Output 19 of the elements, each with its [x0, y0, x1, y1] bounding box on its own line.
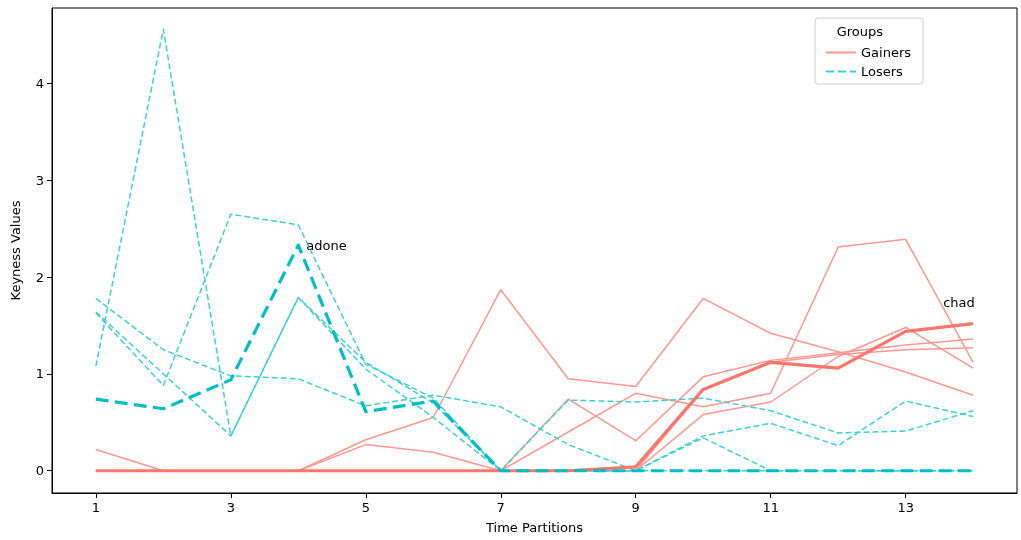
y-tick-label: 2: [35, 269, 44, 285]
y-tick-label: 0: [35, 463, 44, 479]
y-tick-label: 4: [35, 76, 44, 92]
legend-label: Gainers: [860, 45, 912, 60]
x-tick-label: 1: [91, 500, 100, 515]
legend-label: Losers: [860, 64, 904, 79]
y-axis-title: Keyness Values: [8, 200, 23, 301]
x-tick-label: 13: [897, 500, 914, 515]
annotation: chad: [943, 294, 975, 310]
y-tick-label: 3: [35, 172, 44, 188]
legend-title: Groups: [836, 24, 884, 39]
x-tick-label: 3: [226, 500, 235, 515]
x-axis-title: Time Partitions: [485, 520, 584, 535]
x-tick-label: 11: [762, 500, 779, 515]
x-tick-label: 9: [631, 500, 640, 515]
y-tick-label: 1: [35, 366, 44, 382]
x-tick-label: 7: [496, 500, 505, 515]
annotation: adone: [306, 238, 347, 254]
x-tick-label: 5: [361, 500, 370, 515]
